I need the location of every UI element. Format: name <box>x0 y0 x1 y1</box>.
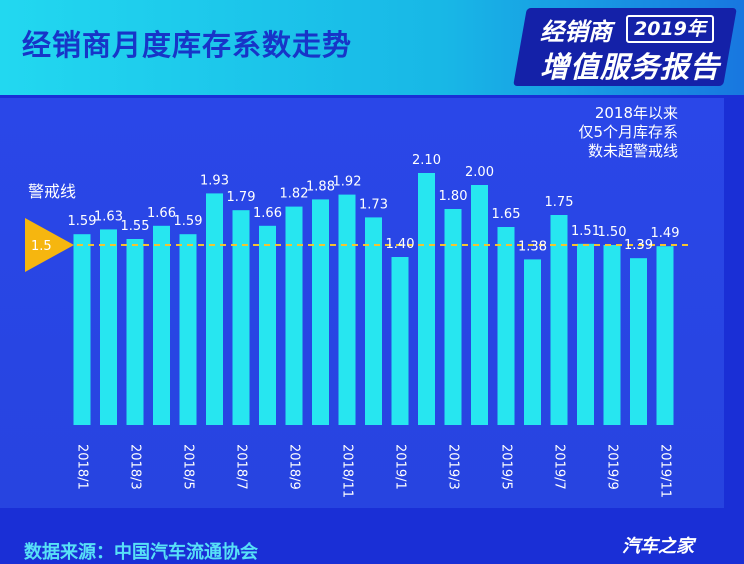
data-label-2018/7: 1.79 <box>227 190 256 205</box>
data-label-2018/11: 1.92 <box>333 175 362 190</box>
data-label-2018/10: 1.88 <box>306 179 335 194</box>
data-label-2019/7: 1.75 <box>545 195 574 210</box>
bar-2018/12 <box>365 217 382 425</box>
bar-2019/8 <box>577 243 594 425</box>
bar-2018/5 <box>179 234 197 425</box>
bar-2018/11 <box>338 194 356 425</box>
data-label-2018/5: 1.59 <box>174 214 203 229</box>
data-label-2019/3: 1.80 <box>439 189 468 204</box>
data-label-2018/2: 1.63 <box>94 209 123 224</box>
data-label-2018/8: 1.66 <box>253 206 282 221</box>
bar-2019/3 <box>444 209 462 425</box>
brand-logo: 汽车之家 <box>622 536 694 557</box>
x-tick-label-2018/7: 2018/7 <box>234 444 249 490</box>
data-label-2019/4: 2.00 <box>465 165 494 180</box>
warning-line-label: 警戒线 <box>28 182 77 201</box>
bar-2019/4 <box>471 185 488 425</box>
badge-line2: 增值服务报告 <box>540 50 721 84</box>
data-label-2019/5: 1.65 <box>492 207 521 222</box>
annotation-note: 2018年以来 仅5个月库存系 数未超警戒线 <box>520 104 678 161</box>
x-tick-label-2018/3: 2018/3 <box>128 444 143 490</box>
footer <box>0 512 744 551</box>
bar-2018/9 <box>285 206 303 425</box>
bar-2019/11 <box>656 246 674 425</box>
warning-value-label: 1.5 <box>31 239 52 254</box>
x-tick-label-2019/9: 2019/9 <box>605 444 620 490</box>
warning-marker <box>25 218 74 272</box>
bar-2019/1 <box>391 257 409 425</box>
bar-2019/6 <box>524 259 541 425</box>
x-tick-label-2019/1: 2019/1 <box>393 444 408 490</box>
bar-2019/10 <box>630 258 647 425</box>
x-tick-label-2018/1: 2018/1 <box>75 444 90 490</box>
bar-chart: 1.51.591.631.551.661.591.931.791.661.821… <box>25 153 690 498</box>
badge-line1: 经销商 <box>540 18 612 46</box>
data-label-2018/12: 1.73 <box>359 197 388 212</box>
x-tick-label-2019/7: 2019/7 <box>552 444 567 490</box>
bar-2019/5 <box>497 227 515 425</box>
data-label-2019/10: 1.39 <box>624 238 653 253</box>
chart-panel <box>0 98 724 508</box>
bar-2018/2 <box>100 229 117 425</box>
annotation-line2: 仅5个月库存系 <box>578 123 678 141</box>
badge-year: 2019年 <box>626 15 714 43</box>
bar-2018/6 <box>206 193 223 425</box>
data-label-2018/9: 1.82 <box>280 187 309 202</box>
x-tick-label-2018/9: 2018/9 <box>287 444 302 490</box>
bar-2019/2 <box>418 173 435 425</box>
bar-2018/8 <box>259 225 276 425</box>
data-label-2018/3: 1.55 <box>121 219 150 234</box>
bar-2018/1 <box>73 234 91 425</box>
data-label-2019/11: 1.49 <box>651 226 680 241</box>
data-label-2018/1: 1.59 <box>68 214 97 229</box>
data-label-2018/4: 1.66 <box>147 206 176 221</box>
data-label-2019/1: 1.40 <box>386 237 415 252</box>
x-tick-label-2018/11: 2018/11 <box>340 444 355 498</box>
x-tick-label-2019/5: 2019/5 <box>499 444 514 490</box>
data-label-2019/8: 1.51 <box>571 224 600 239</box>
data-label-2019/6: 1.38 <box>518 239 547 254</box>
x-tick-label-2019/11: 2019/11 <box>658 444 673 498</box>
x-tick-label-2019/3: 2019/3 <box>446 444 461 490</box>
bar-2019/9 <box>603 245 621 425</box>
bar-2018/4 <box>153 225 170 425</box>
bar-2018/10 <box>312 199 329 425</box>
page-title: 经销商月度库存系数走势 <box>22 28 353 62</box>
bar-2018/7 <box>232 210 250 425</box>
data-source: 数据来源：中国汽车流通协会 <box>24 542 258 563</box>
data-label-2019/2: 2.10 <box>412 153 441 168</box>
data-label-2019/9: 1.50 <box>598 225 627 240</box>
bar-2019/7 <box>550 215 568 425</box>
bar-2018/3 <box>126 239 144 425</box>
annotation-line1: 2018年以来 <box>594 104 678 122</box>
x-tick-label-2018/5: 2018/5 <box>181 444 196 490</box>
data-label-2018/6: 1.93 <box>200 173 229 188</box>
annotation-line3: 数未超警戒线 <box>587 142 678 160</box>
